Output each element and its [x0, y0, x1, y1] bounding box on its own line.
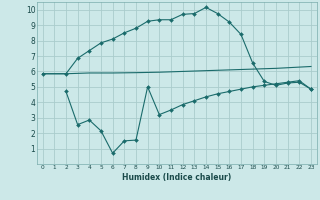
- X-axis label: Humidex (Indice chaleur): Humidex (Indice chaleur): [122, 173, 231, 182]
